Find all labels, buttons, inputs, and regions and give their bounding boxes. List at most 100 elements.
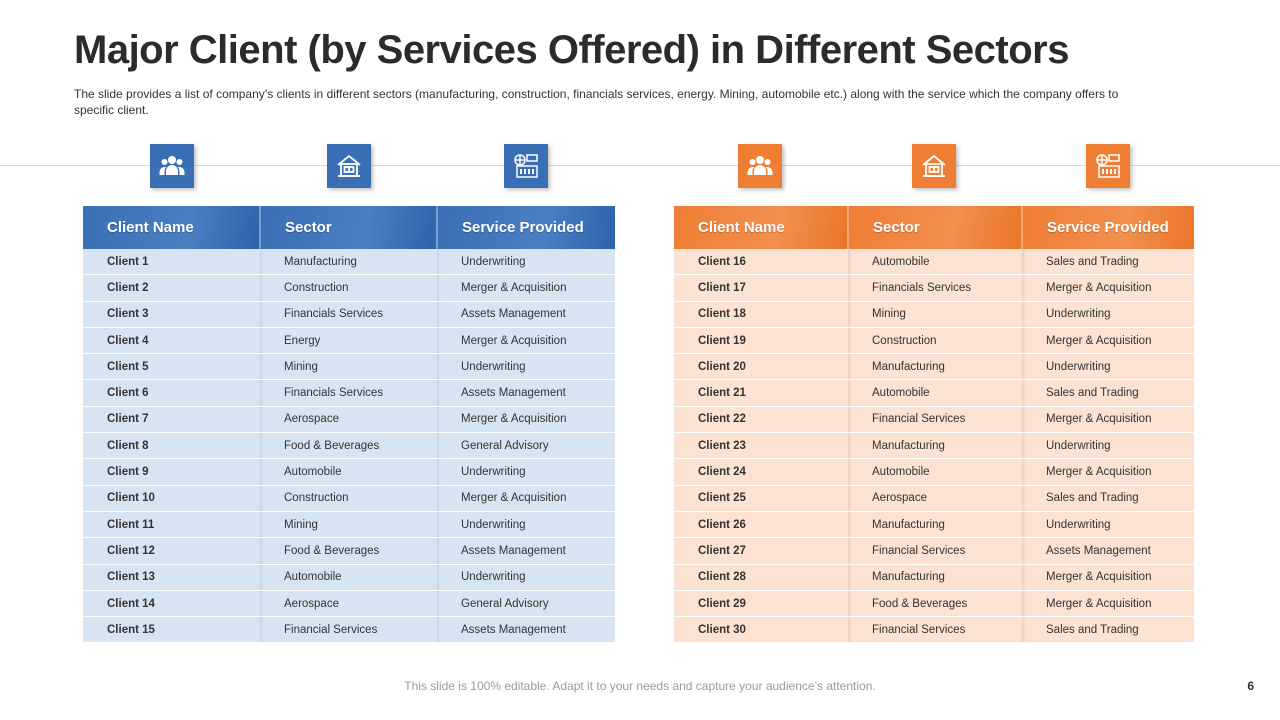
cell-client-name: Client 9 — [83, 458, 260, 486]
column-header-sector: Sector — [848, 206, 1023, 249]
cell-sector: Financial Services — [260, 616, 437, 644]
cell-service-provided: Assets Management — [437, 379, 615, 407]
cell-client-name: Client 21 — [674, 379, 848, 407]
cell-sector: Aerospace — [848, 485, 1022, 512]
service-icon — [504, 144, 548, 188]
cell-sector: Mining — [848, 301, 1022, 328]
table-row: Client 25 Aerospace Sales and Trading — [674, 485, 1194, 512]
table-row: Client 24 Automobile Merger & Acquisition — [674, 458, 1194, 486]
cell-service-provided: Merger & Acquisition — [1022, 406, 1194, 434]
cell-client-name: Client 29 — [674, 590, 848, 618]
table-row: Client 2 Construction Merger & Acquisition — [83, 274, 615, 302]
cell-client-name: Client 24 — [674, 458, 848, 486]
cell-client-name: Client 4 — [83, 327, 260, 355]
service-icon — [1086, 144, 1130, 188]
table-row: Client 12 Food & Beverages Assets Manageme… — [83, 537, 615, 565]
cell-service-provided: Assets Management — [437, 301, 615, 328]
table-row: Client 13 Automobile Underwriting — [83, 564, 615, 591]
cell-client-name: Client 20 — [674, 353, 848, 381]
column-header-client-name: Client Name — [674, 206, 849, 249]
cell-service-provided: General Advisory — [437, 432, 615, 460]
cell-sector: Automobile — [260, 564, 437, 591]
slide-subtitle: The slide provides a list of company’s c… — [74, 87, 1119, 117]
cell-service-provided: Merger & Acquisition — [1022, 564, 1194, 591]
cell-sector: Automobile — [260, 458, 437, 486]
cell-service-provided: Underwriting — [1022, 353, 1194, 381]
cell-sector: Mining — [260, 511, 437, 539]
building-icon — [912, 144, 956, 188]
page-number: 6 — [1247, 679, 1254, 693]
cell-client-name: Client 6 — [83, 379, 260, 407]
table-row: Client 18 Mining Underwriting — [674, 301, 1194, 328]
cell-service-provided: Underwriting — [1022, 301, 1194, 328]
cell-sector: Automobile — [848, 249, 1022, 276]
column-header-sector: Sector — [260, 206, 438, 249]
people-icon — [738, 144, 782, 188]
cell-service-provided: Merger & Acquisition — [437, 274, 615, 302]
table-row: Client 15 Financial Services Assets Manage… — [83, 616, 615, 644]
table-row: Client 23 Manufacturing Underwriting — [674, 432, 1194, 460]
cell-sector: Financial Services — [848, 616, 1022, 644]
table-row: Client 20 Manufacturing Underwriting — [674, 353, 1194, 381]
table-header-row: Client Name Sector Service Provided — [674, 206, 1194, 249]
cell-service-provided: Merger & Acquisition — [1022, 590, 1194, 618]
table-row: Client 28 Manufacturing Merger & Acquisiti… — [674, 564, 1194, 591]
cell-client-name: Client 17 — [674, 274, 848, 302]
column-header-service-provided: Service Provided — [1022, 206, 1194, 249]
cell-client-name: Client 16 — [674, 249, 848, 276]
divider-line — [0, 165, 1280, 166]
cell-client-name: Client 19 — [674, 327, 848, 355]
table-row: Client 11 Mining Underwriting — [83, 511, 615, 539]
table-row: Client 5 Mining Underwriting — [83, 353, 615, 381]
cell-client-name: Client 15 — [83, 616, 260, 644]
cell-client-name: Client 1 — [83, 249, 260, 276]
cell-sector: Aerospace — [260, 590, 437, 618]
table-row: Client 26 Manufacturing Underwriting — [674, 511, 1194, 539]
table-row: Client 9 Automobile Underwriting — [83, 458, 615, 486]
cell-client-name: Client 11 — [83, 511, 260, 539]
table-row: Client 22 Financial Services Merger & Acqu… — [674, 406, 1194, 434]
cell-sector: Manufacturing — [260, 249, 437, 276]
cell-service-provided: General Advisory — [437, 590, 615, 618]
table-row: Client 30 Financial Services Sales and Tra… — [674, 616, 1194, 644]
table-row: Client 16 Automobile Sales and Trading — [674, 249, 1194, 276]
cell-sector: Aerospace — [260, 406, 437, 434]
cell-service-provided: Assets Management — [437, 537, 615, 565]
cell-service-provided: Underwriting — [437, 564, 615, 591]
people-icon — [150, 144, 194, 188]
footer-note: This slide is 100% editable. Adapt it to… — [404, 679, 876, 693]
cell-service-provided: Underwriting — [437, 249, 615, 276]
cell-client-name: Client 12 — [83, 537, 260, 565]
cell-client-name: Client 22 — [674, 406, 848, 434]
cell-sector: Food & Beverages — [848, 590, 1022, 618]
table-row: Client 27 Financial Services Assets Manage… — [674, 537, 1194, 565]
cell-client-name: Client 10 — [83, 485, 260, 512]
cell-sector: Construction — [260, 485, 437, 512]
table-row: Client 17 Financials Services Merger & Acq… — [674, 274, 1194, 302]
cell-client-name: Client 25 — [674, 485, 848, 512]
cell-sector: Financial Services — [848, 537, 1022, 565]
cell-service-provided: Underwriting — [1022, 511, 1194, 539]
table-row: Client 19 Construction Merger & Acquisitio… — [674, 327, 1194, 355]
cell-service-provided: Assets Management — [437, 616, 615, 644]
cell-sector: Financial Services — [848, 406, 1022, 434]
cell-client-name: Client 5 — [83, 353, 260, 381]
cell-sector: Financials Services — [260, 301, 437, 328]
table-header-row: Client Name Sector Service Provided — [83, 206, 615, 249]
client-table-right: Client Name Sector Service Provided Clie… — [674, 206, 1194, 644]
cell-sector: Automobile — [848, 458, 1022, 486]
table-row: Client 8 Food & Beverages General Advisory — [83, 432, 615, 460]
table-row: Client 1 Manufacturing Underwriting — [83, 249, 615, 276]
cell-service-provided: Sales and Trading — [1022, 249, 1194, 276]
column-header-service-provided: Service Provided — [437, 206, 615, 249]
table-row: Client 3 Financials Services Assets Manage… — [83, 301, 615, 328]
table-row: Client 4 Energy Merger & Acquisition — [83, 327, 615, 355]
table-row: Client 6 Financials Services Assets Manage… — [83, 379, 615, 407]
cell-client-name: Client 2 — [83, 274, 260, 302]
column-header-client-name: Client Name — [83, 206, 261, 249]
cell-sector: Mining — [260, 353, 437, 381]
cell-service-provided: Merger & Acquisition — [437, 485, 615, 512]
cell-sector: Financials Services — [848, 274, 1022, 302]
cell-sector: Manufacturing — [848, 564, 1022, 591]
cell-sector: Construction — [848, 327, 1022, 355]
